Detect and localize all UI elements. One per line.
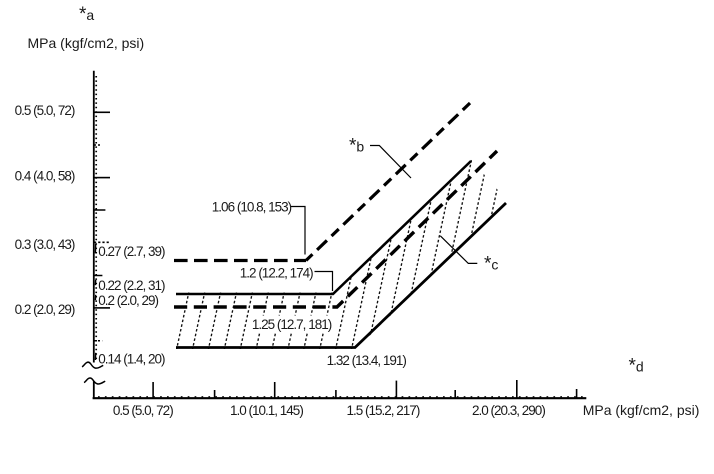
svg-text:*c: *c [484,254,498,275]
svg-text:2.0 (20.3, 290): 2.0 (20.3, 290) [472,403,545,418]
svg-text:*a: *a [79,4,94,25]
svg-text:0.5 (5.0, 72): 0.5 (5.0, 72) [15,103,75,118]
svg-text:1.06 (10.8, 153): 1.06 (10.8, 153) [212,200,292,215]
svg-text:*d: *d [629,356,644,377]
svg-text:MPa (kgf/cm2, psi): MPa (kgf/cm2, psi) [583,402,700,418]
svg-text:0.4 (4.0, 58): 0.4 (4.0, 58) [15,169,75,184]
svg-text:0.27 (2.7, 39): 0.27 (2.7, 39) [98,244,165,259]
svg-text:0.14 (1.4, 20): 0.14 (1.4, 20) [98,351,165,366]
svg-text:0.5 (5.0, 72): 0.5 (5.0, 72) [113,403,173,418]
svg-text:1.0 (10.1, 145): 1.0 (10.1, 145) [230,403,303,418]
svg-text:*b: *b [349,136,364,157]
svg-text:MPa (kgf/cm2, psi): MPa (kgf/cm2, psi) [28,35,145,51]
svg-text:1.5 (15.2, 217): 1.5 (15.2, 217) [347,403,420,418]
svg-text:0.3 (3.0, 43): 0.3 (3.0, 43) [15,237,75,252]
svg-text:0.22 (2.2, 31): 0.22 (2.2, 31) [98,278,165,293]
svg-text:1.25 (12.7, 181): 1.25 (12.7, 181) [252,317,332,332]
svg-text:0.2 (2.0, 29): 0.2 (2.0, 29) [15,302,75,317]
svg-text:1.2 (12.2, 174): 1.2 (12.2, 174) [240,266,313,281]
svg-text:1.32 (13.4, 191): 1.32 (13.4, 191) [327,353,407,368]
svg-text:0.2 (2.0, 29): 0.2 (2.0, 29) [98,293,158,308]
